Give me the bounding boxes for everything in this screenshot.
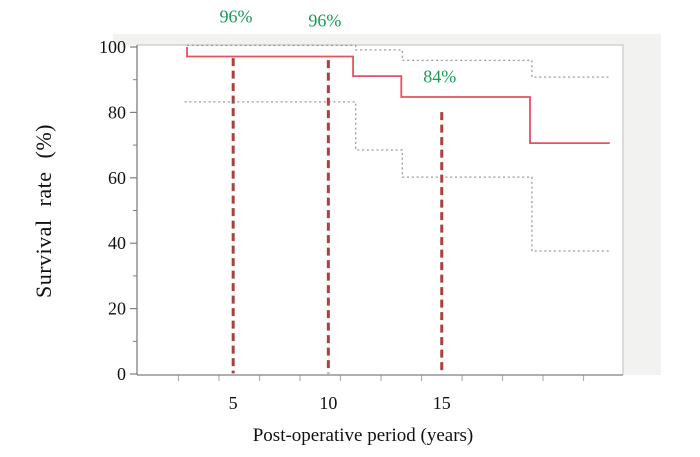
ci-upper-curve — [187, 44, 610, 78]
y-axis-ticks: 0 20 40 60 80 100 — [99, 37, 137, 384]
survival-rate-annotation: 96% — [308, 10, 342, 31]
ci-lower-curve — [184, 101, 610, 252]
survival-curve — [186, 47, 610, 144]
threshold-lines — [231, 58, 444, 374]
y-tick-label: 60 — [108, 168, 126, 188]
y-tick-label: 20 — [108, 299, 126, 319]
x-tick-label: 10 — [319, 393, 337, 413]
x-axis-title: Post-operative period (years) — [252, 425, 474, 446]
y-axis-title: Survival rate (%) — [31, 124, 56, 298]
survival-rate-annotation: 96% — [219, 6, 253, 27]
x-axis-ticks — [177, 375, 585, 381]
y-tick-label: 0 — [117, 364, 126, 384]
x-axis-tick-labels: 5 10 15 — [229, 393, 451, 413]
survival-rate-annotation: 84% — [423, 66, 457, 87]
panel-right-band — [623, 34, 661, 375]
y-tick-label: 40 — [108, 233, 126, 253]
axis-lines — [136, 45, 623, 376]
panel-top-band — [113, 34, 661, 45]
y-tick-label: 100 — [99, 37, 126, 57]
y-tick-label: 80 — [108, 102, 126, 122]
x-tick-label: 5 — [229, 393, 238, 413]
x-tick-label: 15 — [433, 393, 451, 413]
plot-border — [137, 44, 624, 375]
